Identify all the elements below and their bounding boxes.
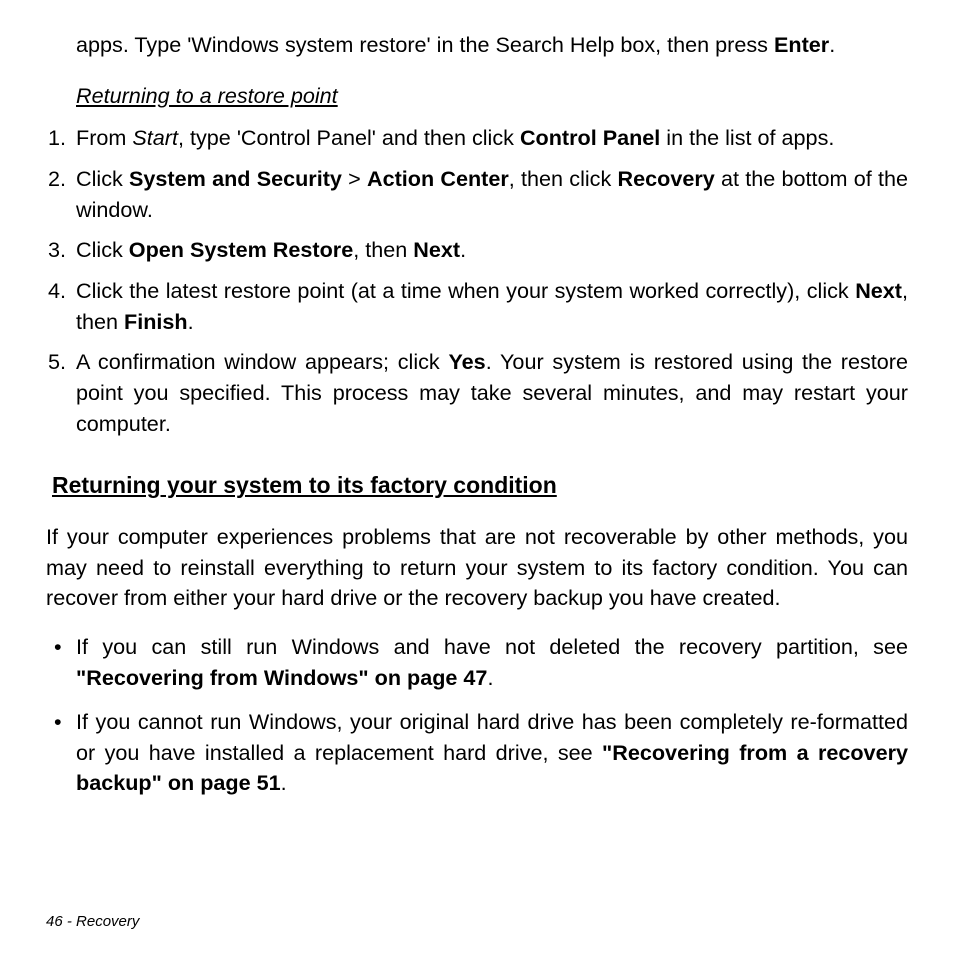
text-run: "Recovering from Windows" on page 47 — [76, 665, 487, 690]
bullets-list: If you can still run Windows and have no… — [46, 632, 908, 799]
bullet-item: If you can still run Windows and have no… — [46, 632, 908, 693]
factory-body-paragraph: If your computer experiences problems th… — [46, 522, 908, 614]
subheading-restore-point: Returning to a restore point — [76, 81, 908, 112]
text-run: "Recovering from a recovery backup" on p… — [76, 740, 908, 796]
step-item: Click Open System Restore, then Next. — [46, 235, 908, 266]
section-heading-factory: Returning your system to its factory con… — [52, 469, 908, 502]
bullet-item: If you cannot run Windows, your original… — [46, 707, 908, 799]
step-item: Click System and Security > Action Cente… — [46, 164, 908, 225]
intro-text-bold: Enter — [774, 32, 829, 57]
text-run: Next — [413, 237, 460, 262]
step-item: Click the latest restore point (at a tim… — [46, 276, 908, 337]
text-run: Control Panel — [520, 125, 660, 150]
text-run: Recovery — [618, 166, 715, 191]
text-run: Start — [132, 125, 178, 150]
step-item: From Start, type 'Control Panel' and the… — [46, 123, 908, 154]
text-run: Action Center — [367, 166, 509, 191]
text-run: Open System Restore — [129, 237, 353, 262]
intro-text-suffix: . — [829, 32, 835, 57]
text-run: Finish — [124, 309, 188, 334]
text-run: Next — [855, 278, 902, 303]
text-run: Yes — [448, 349, 485, 374]
page-footer: 46 - Recovery — [46, 911, 139, 932]
steps-list: From Start, type 'Control Panel' and the… — [46, 123, 908, 439]
intro-continuation-paragraph: apps. Type 'Windows system restore' in t… — [76, 30, 908, 61]
text-run: System and Security — [129, 166, 342, 191]
intro-text-prefix: apps. Type 'Windows system restore' in t… — [76, 32, 774, 57]
step-item: A confirmation window appears; click Yes… — [46, 347, 908, 439]
